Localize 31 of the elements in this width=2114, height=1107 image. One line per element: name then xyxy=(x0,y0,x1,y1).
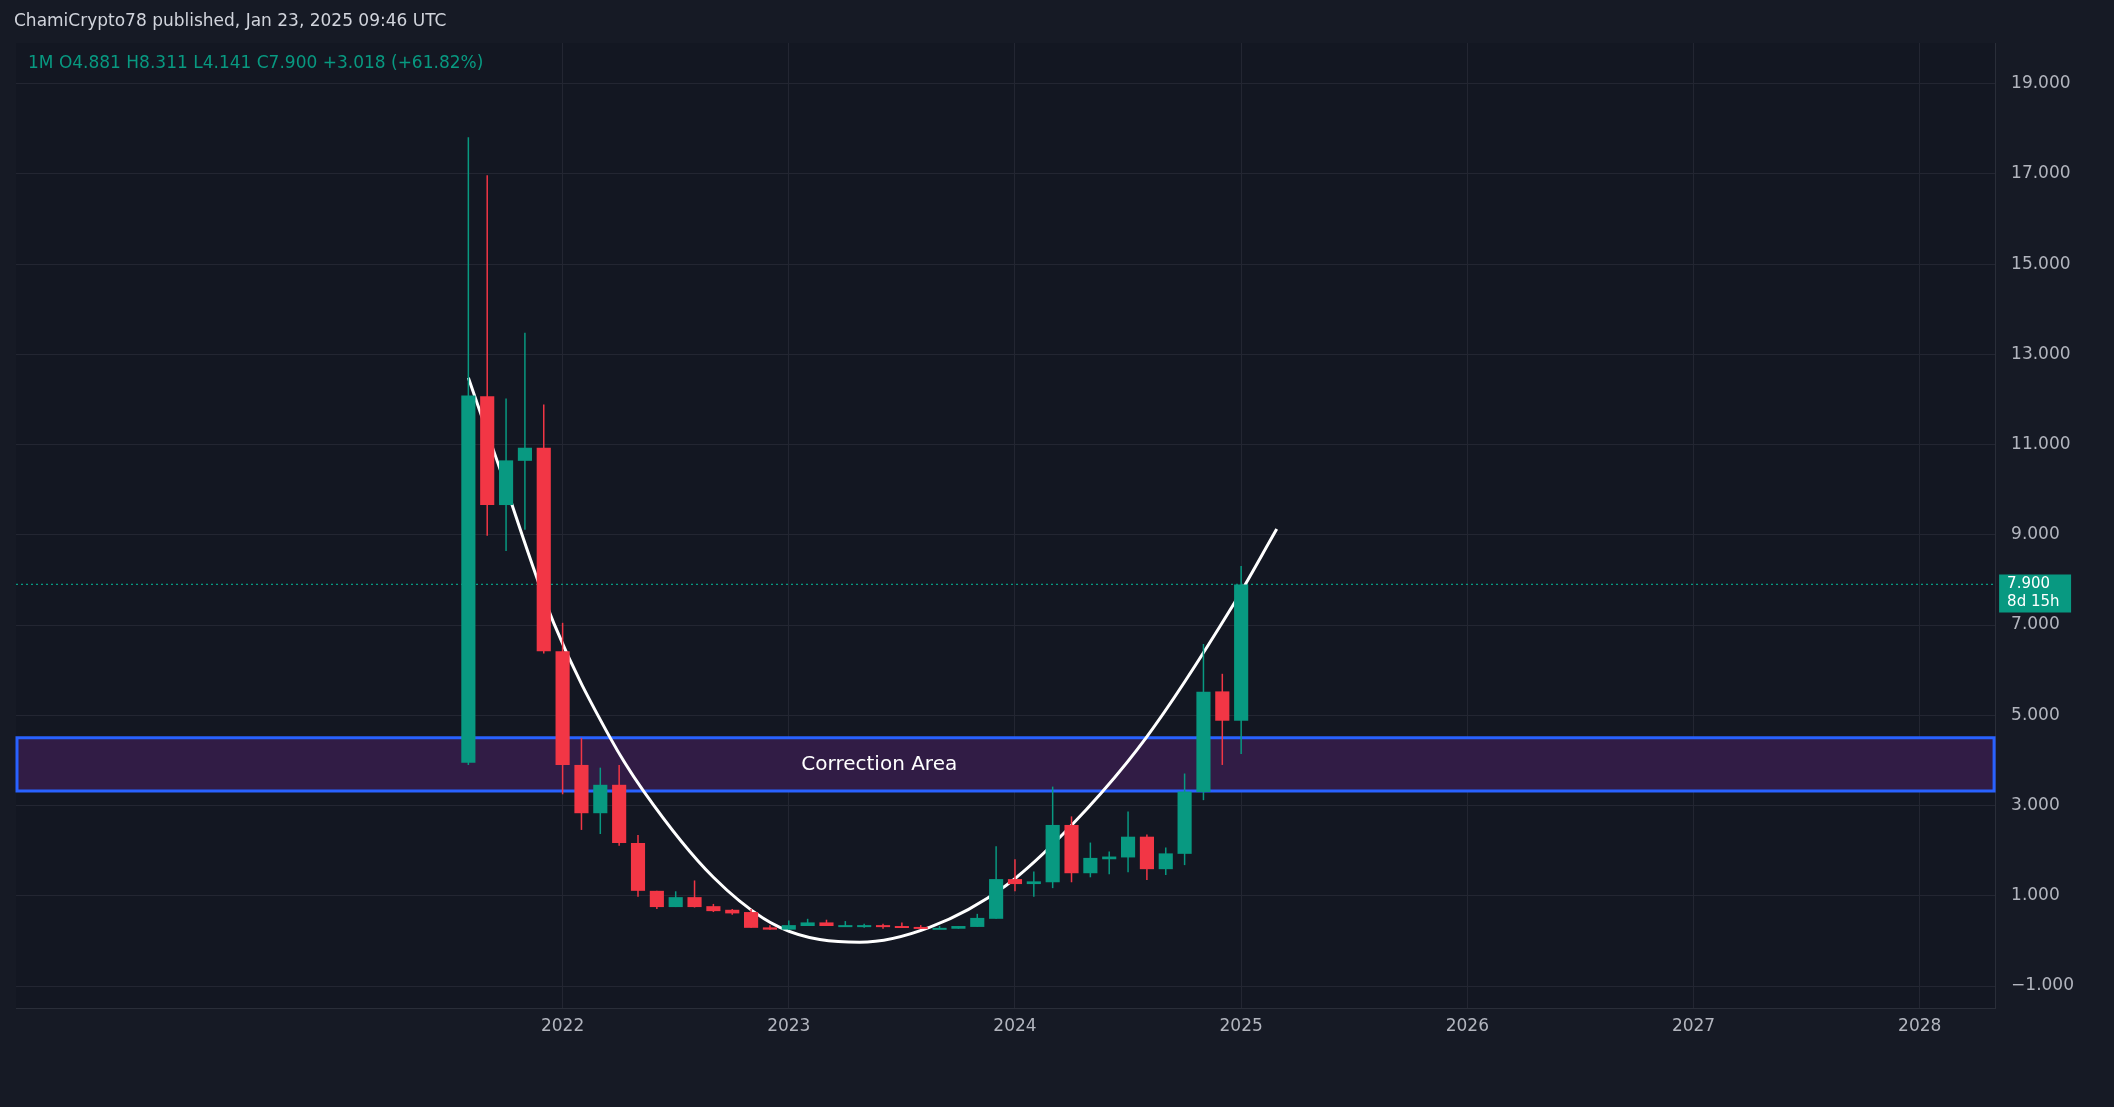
y-tick-label: 11.000 xyxy=(2011,433,2071,453)
candlestick xyxy=(687,879,702,909)
candlestick xyxy=(1007,858,1023,893)
x-tick-label: 2023 xyxy=(767,1015,811,1036)
y-tick-label: 13.000 xyxy=(2011,342,2071,363)
candlestick xyxy=(894,921,909,929)
y-tick-label: 1.000 xyxy=(2011,884,2060,905)
x-tick-label: 2028 xyxy=(1898,1015,1942,1036)
x-tick-label: 2026 xyxy=(1445,1015,1489,1036)
y-tick-label: 15.000 xyxy=(2011,252,2071,273)
candlestick xyxy=(1158,846,1173,876)
x-tick-label: 2024 xyxy=(993,1015,1037,1036)
candlestick xyxy=(1026,870,1041,898)
text: 1M O4.881 H8.311 L4.141 C7.900 +3.018 (+61.82%) xyxy=(28,52,484,72)
candlestick xyxy=(744,908,759,929)
candlestick xyxy=(1083,841,1098,879)
y-tick-label: 19.000 xyxy=(2011,72,2071,93)
y-tick-label: −1.000 xyxy=(2011,974,2075,995)
candlestick xyxy=(1120,810,1136,874)
y-tick-label: 9.000 xyxy=(2011,523,2060,544)
x-tick-label: 2027 xyxy=(1671,1015,1716,1036)
y-tick-label: 7.000 xyxy=(2011,613,2060,634)
y-tick-label: 3.000 xyxy=(2011,793,2060,814)
ref-line-label: 7.900 8d 15h xyxy=(2007,574,2060,611)
y-tick-label: 17.000 xyxy=(2011,162,2071,183)
band-label: Correction Area xyxy=(801,750,958,775)
x-tick-label: 2025 xyxy=(1219,1015,1263,1036)
x-tick-label: 2022 xyxy=(540,1015,585,1036)
chart-title: ChamiCrypto78 published, Jan 23, 2025 09:46 UTC xyxy=(14,10,447,30)
y-tick-label: 5.000 xyxy=(2011,703,2060,724)
candlestick xyxy=(517,331,532,531)
